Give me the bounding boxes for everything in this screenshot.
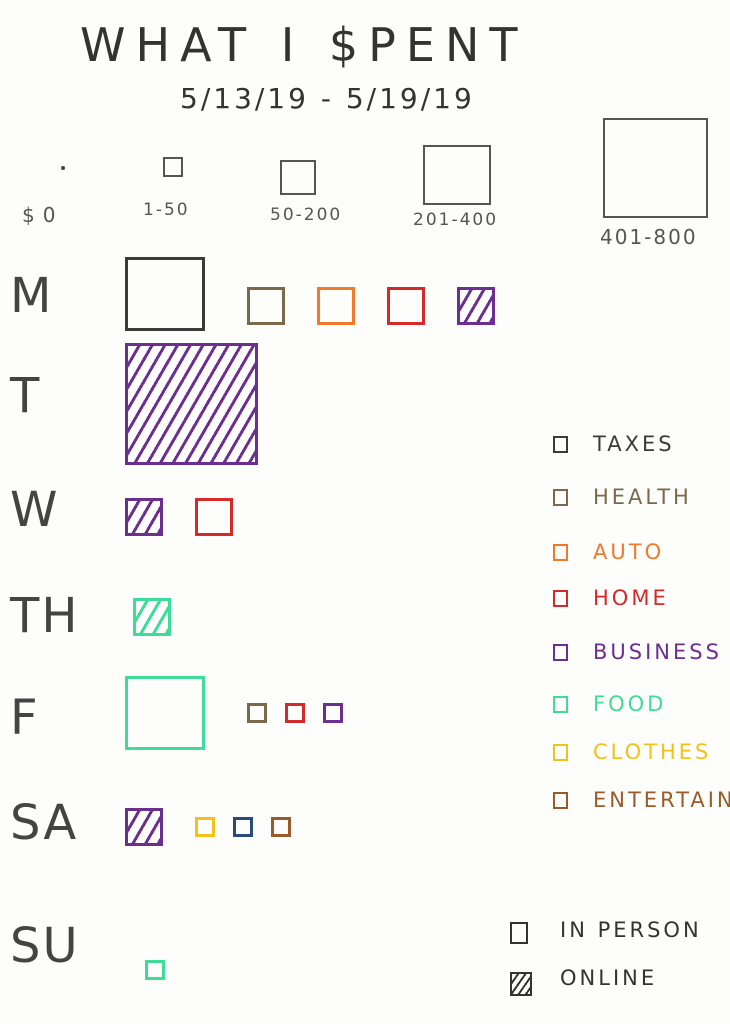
- size-legend-label: 50-200: [270, 205, 343, 225]
- day-label: TH: [10, 588, 80, 644]
- category-label: TAXES: [593, 432, 675, 456]
- size-legend-zero-dot: [61, 166, 65, 170]
- size-legend-label: $0: [22, 203, 64, 227]
- category-swatch: [553, 544, 568, 561]
- spend-mark: [195, 817, 215, 837]
- spend-mark: [125, 498, 163, 536]
- day-label: SA: [10, 795, 79, 851]
- size-legend-box: [163, 157, 183, 177]
- size-legend-box: [603, 118, 708, 218]
- category-label: FOOD: [593, 692, 667, 716]
- category-label: CLOTHES: [593, 740, 712, 764]
- spend-mark: [271, 817, 291, 837]
- spend-mark: [125, 343, 258, 465]
- size-legend-box: [280, 160, 316, 195]
- category-label: AUTO: [593, 540, 665, 564]
- category-swatch: [553, 489, 568, 506]
- in-person-swatch: [510, 922, 528, 944]
- spend-mark: [125, 676, 205, 750]
- spend-mark: [387, 287, 425, 325]
- spend-mark: [317, 287, 355, 325]
- spend-mark: [247, 703, 267, 723]
- category-swatch: [553, 590, 568, 607]
- day-label: F: [10, 690, 40, 746]
- spend-mark: [125, 257, 205, 331]
- date-range: 5/13/19 - 5/19/19: [180, 82, 475, 115]
- spend-mark: [133, 598, 171, 636]
- online-swatch: [510, 972, 532, 996]
- spend-mark: [285, 703, 305, 723]
- category-label: ENTERTAINME: [593, 788, 730, 812]
- category-swatch: [553, 644, 568, 661]
- size-legend-box: [423, 145, 491, 205]
- chart-title: WHAT I $PENT: [80, 18, 528, 72]
- category-swatch: [553, 744, 568, 761]
- spend-mark: [457, 287, 495, 325]
- category-label: HEALTH: [593, 485, 692, 509]
- spend-mark: [125, 808, 163, 846]
- category-label: HOME: [593, 586, 669, 610]
- category-swatch: [553, 792, 568, 809]
- size-legend-label: 1-50: [143, 200, 190, 220]
- category-label: BUSINESS: [593, 640, 722, 664]
- day-label: SU: [10, 918, 80, 974]
- spend-mark: [195, 498, 233, 536]
- spend-mark: [323, 703, 343, 723]
- day-label: T: [10, 368, 42, 424]
- day-label: M: [10, 268, 54, 324]
- size-legend-label: 401-800: [600, 225, 698, 249]
- size-legend-label: 201-400: [413, 210, 499, 230]
- spend-mark: [145, 960, 165, 980]
- mode-legend-label: ONLINE: [560, 966, 658, 990]
- day-label: W: [10, 482, 60, 538]
- category-swatch: [553, 436, 568, 453]
- category-swatch: [553, 696, 568, 713]
- spend-mark: [247, 287, 285, 325]
- mode-legend-label: IN PERSON: [560, 918, 702, 942]
- spend-mark: [233, 817, 253, 837]
